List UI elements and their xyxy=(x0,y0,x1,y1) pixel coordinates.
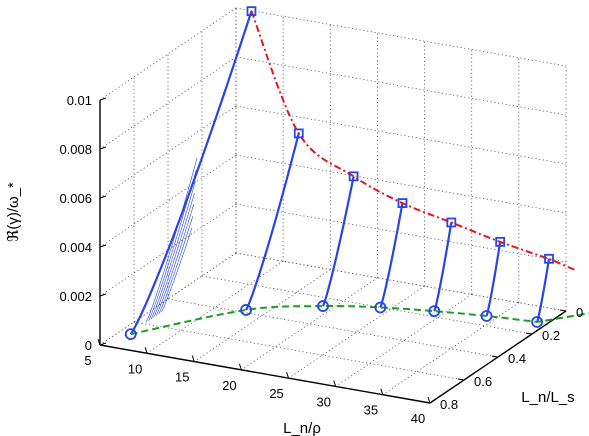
thin-curve xyxy=(145,158,198,323)
z-tick-mark xyxy=(99,97,107,101)
z-tick-label: 0 xyxy=(85,338,92,353)
z-tick-label: 0.004 xyxy=(59,240,92,255)
y-axis-label: L_n/L_s xyxy=(521,389,574,406)
x-tick-mark xyxy=(380,388,384,395)
x-tick-mark xyxy=(144,347,148,354)
x-tick-mark xyxy=(427,396,431,404)
grid-line xyxy=(288,285,425,379)
x-tick-mark xyxy=(97,338,101,346)
y-tick-mark xyxy=(423,401,431,404)
z-tick-label: 0.006 xyxy=(59,191,92,206)
thin-curve xyxy=(153,192,195,318)
y-tick-mark xyxy=(525,332,533,335)
grid-line xyxy=(133,321,465,381)
grid-line xyxy=(201,275,533,335)
x-tick-mark xyxy=(333,380,337,387)
grid-line xyxy=(235,203,567,263)
base-dashed-line xyxy=(130,304,589,336)
z-axis-label: ℜ(γ)/ω_* xyxy=(5,182,22,242)
ticks-layer: 5 10 15 20 25 30 35 40 0 0.2 0.4 0.6 0.8 0 0.002 0.004 0… xyxy=(59,93,583,426)
y-tick-mark xyxy=(457,378,465,381)
z-tick-label: 0.002 xyxy=(59,289,92,304)
y-tick-mark xyxy=(491,355,499,358)
grid-line xyxy=(235,7,567,67)
peak-square-marker xyxy=(495,236,506,247)
x-axis-label: L_n/ρ xyxy=(283,420,321,436)
base-circle-marker xyxy=(240,304,252,316)
x-tick-label: 25 xyxy=(269,386,283,401)
z-tick-mark xyxy=(99,293,107,297)
grid-line xyxy=(99,105,237,199)
peak-dashdot-line xyxy=(250,10,578,272)
y-tick-label: 0 xyxy=(576,305,583,320)
peak-square-marker xyxy=(246,6,257,17)
x-tick-label: 20 xyxy=(222,378,236,393)
thin-curve xyxy=(155,204,194,316)
growth-curve xyxy=(129,10,253,335)
x-tick-label: 5 xyxy=(84,353,91,368)
grid-line xyxy=(99,154,237,248)
x-tick-label: 15 xyxy=(175,370,189,385)
thin-curve xyxy=(158,216,194,315)
growth-curve xyxy=(536,258,551,323)
grid-line xyxy=(167,298,499,358)
peak-square-marker xyxy=(293,128,304,139)
grid-line xyxy=(382,302,520,396)
x-tick-label: 35 xyxy=(364,403,378,418)
z-tick-mark xyxy=(99,244,107,248)
growth-curve xyxy=(433,222,453,312)
growth-curve xyxy=(379,202,404,308)
grid-line xyxy=(146,260,284,354)
data-layer xyxy=(124,6,589,341)
x-tick-mark xyxy=(191,355,195,362)
peak-square-marker xyxy=(446,217,457,228)
z-tick-mark xyxy=(99,146,107,150)
grid-line xyxy=(235,56,567,116)
y-tick-label: 0.2 xyxy=(542,328,560,343)
grid-line xyxy=(99,7,237,101)
y-tick-label: 0.4 xyxy=(508,351,526,366)
thin-curve xyxy=(150,181,196,320)
growth-curve xyxy=(322,176,355,307)
thin-curve xyxy=(161,227,193,313)
grid-line xyxy=(235,252,567,312)
z-tick-label: 0.01 xyxy=(67,93,92,108)
z-tick-label: 0.008 xyxy=(59,142,92,157)
y-tick-label: 0.8 xyxy=(440,397,458,412)
z-tick-mark xyxy=(99,195,107,199)
y-tick-mark xyxy=(559,309,567,312)
grid-line xyxy=(99,56,237,150)
x-tick-label: 40 xyxy=(411,411,425,426)
base-circle-marker xyxy=(480,310,493,322)
grid-line xyxy=(99,203,237,297)
x-axis-line xyxy=(99,344,431,404)
grid-line xyxy=(194,269,331,362)
base-circle-marker xyxy=(124,328,137,341)
grid-layer xyxy=(99,7,567,404)
growth-curve xyxy=(245,133,300,311)
grid-line xyxy=(99,252,237,346)
peak-square-marker xyxy=(348,171,359,182)
grid-line xyxy=(335,294,472,387)
base-circle-marker xyxy=(317,300,329,312)
grid-line xyxy=(241,277,378,371)
x-tick-mark xyxy=(286,371,290,379)
base-circle-marker xyxy=(374,301,387,314)
x-tick-label: 10 xyxy=(128,361,142,376)
base-circle-marker xyxy=(428,305,441,318)
peak-square-marker xyxy=(397,198,408,208)
x-tick-label: 30 xyxy=(316,394,330,409)
y-tick-label: 0.6 xyxy=(474,374,492,389)
grid-line xyxy=(235,154,567,214)
base-circle-marker xyxy=(531,316,543,328)
z-tick-mark xyxy=(99,342,107,346)
growth-curve xyxy=(485,241,502,317)
peak-square-marker xyxy=(544,253,554,264)
grid-line xyxy=(235,105,567,165)
x-tick-mark xyxy=(238,363,242,371)
